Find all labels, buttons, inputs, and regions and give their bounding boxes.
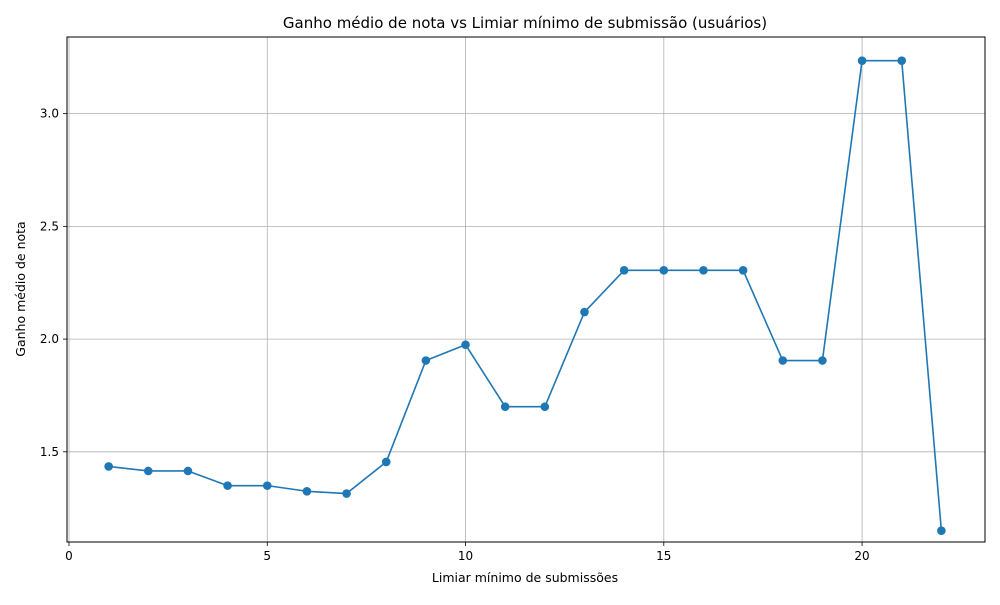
data-point	[183, 466, 193, 476]
data-point	[262, 481, 272, 490]
tick-layer: 0 5 10 15 20 1.5 2.0 2.5 3.0	[40, 107, 870, 563]
data-point	[580, 307, 589, 317]
data-point	[143, 466, 153, 476]
plot-frame	[66, 36, 986, 543]
series-line	[108, 59, 943, 531]
data-point	[659, 266, 669, 275]
data-point	[302, 486, 312, 496]
grid-layer	[67, 37, 985, 542]
data-point	[461, 340, 470, 350]
data-point	[421, 356, 431, 365]
data-point	[937, 526, 946, 536]
x-tick-label: 0	[65, 549, 73, 563]
y-tick-label: 3.0	[40, 107, 59, 121]
data-point	[619, 266, 629, 275]
data-point	[500, 402, 510, 412]
data-point	[778, 356, 788, 365]
data-point	[818, 356, 827, 365]
chart-title: Ganho médio de nota vs Limiar mínimo de …	[283, 14, 767, 32]
data-point	[699, 266, 708, 275]
y-axis-label: Ganho médio de nota	[13, 221, 28, 356]
data-point	[381, 457, 391, 467]
y-tick-label: 1.5	[40, 445, 59, 459]
data-point	[857, 56, 867, 65]
data-point	[342, 489, 351, 498]
x-tick-label: 10	[458, 549, 473, 563]
data-point	[738, 266, 748, 275]
x-tick-label: 20	[854, 549, 869, 563]
y-tick-label: 2.0	[40, 332, 59, 346]
x-tick-label: 15	[656, 549, 671, 563]
data-point	[897, 56, 907, 65]
data-point	[223, 481, 232, 490]
data-point	[104, 462, 113, 471]
y-tick-label: 2.5	[40, 219, 59, 233]
data-point	[540, 402, 550, 412]
series-layer	[104, 56, 946, 536]
x-axis-label: Limiar mínimo de submissões	[432, 570, 618, 585]
x-tick-label: 5	[263, 549, 271, 563]
